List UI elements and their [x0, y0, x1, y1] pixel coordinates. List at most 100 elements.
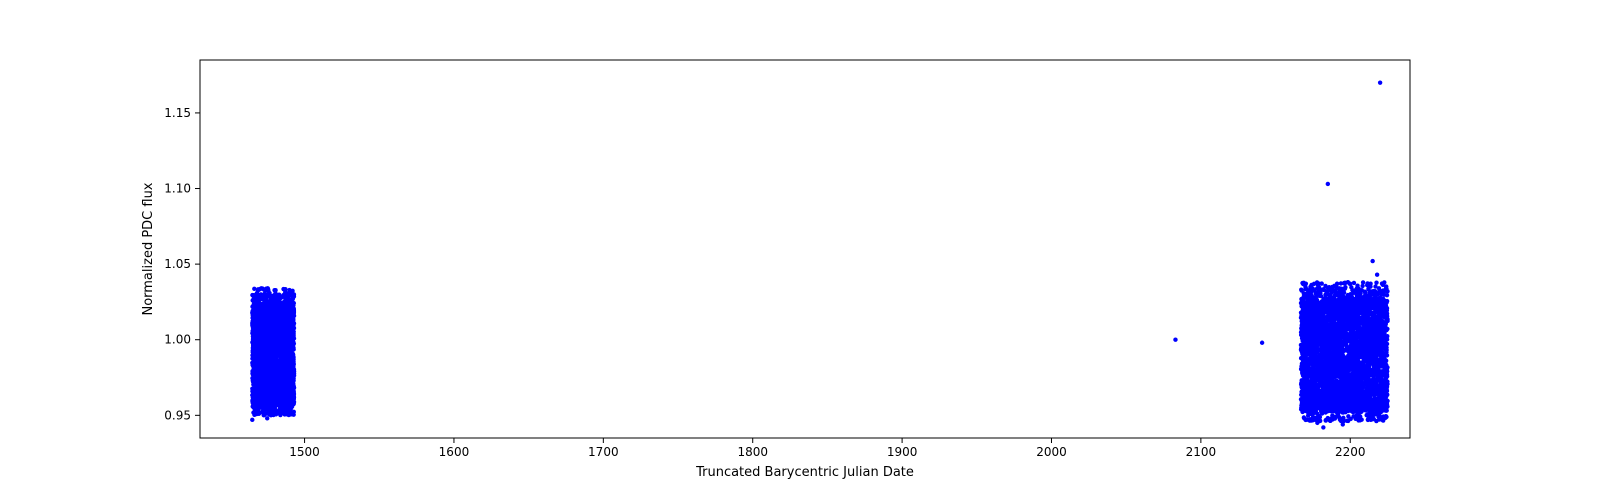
data-point — [286, 320, 290, 324]
data-point — [265, 308, 269, 312]
data-point — [284, 350, 288, 354]
data-point — [289, 345, 293, 349]
data-point — [258, 397, 262, 401]
data-point — [256, 322, 260, 326]
data-point — [283, 290, 287, 294]
data-point — [265, 416, 269, 420]
data-point — [271, 349, 275, 353]
data-point — [285, 304, 289, 308]
data-point — [288, 327, 292, 331]
data-point — [274, 408, 278, 412]
x-tick-label: 1700 — [588, 445, 619, 459]
data-point — [274, 359, 278, 363]
data-point — [273, 321, 277, 325]
x-tick-label: 1500 — [289, 445, 320, 459]
data-point — [285, 376, 289, 380]
data-point — [292, 292, 296, 296]
x-tick-label: 2000 — [1036, 445, 1067, 459]
data-point — [268, 390, 272, 394]
data-point — [278, 372, 282, 376]
x-tick-label: 1600 — [439, 445, 470, 459]
data-point — [266, 381, 270, 385]
data-point — [269, 406, 273, 410]
data-point — [289, 361, 293, 365]
data-point — [291, 402, 295, 406]
x-tick-label: 1800 — [737, 445, 768, 459]
data-point — [279, 304, 283, 308]
data-point — [258, 363, 262, 367]
data-point — [1374, 280, 1378, 284]
data-point — [266, 355, 270, 359]
data-point — [288, 298, 292, 302]
data-point — [252, 390, 256, 394]
data-point — [267, 322, 271, 326]
data-point — [262, 368, 266, 372]
data-point — [281, 387, 285, 391]
data-point — [256, 390, 260, 394]
data-point — [1343, 281, 1347, 285]
data-point — [276, 344, 280, 348]
data-point — [291, 338, 295, 342]
x-tick-label: 2200 — [1335, 445, 1366, 459]
data-point — [270, 358, 274, 362]
data-point — [282, 316, 286, 320]
data-point — [275, 381, 279, 385]
data-point — [255, 328, 259, 332]
data-point — [269, 374, 273, 378]
data-point — [259, 371, 263, 375]
data-point — [285, 383, 289, 387]
data-point — [274, 355, 278, 359]
y-tick-label: 1.15 — [164, 106, 191, 120]
data-point — [253, 303, 257, 307]
data-point — [252, 310, 256, 314]
data-point — [262, 345, 266, 349]
data-point — [255, 376, 259, 380]
x-tick-label: 2100 — [1186, 445, 1217, 459]
data-point — [290, 311, 294, 315]
data-point — [262, 299, 266, 303]
data-point — [275, 293, 279, 297]
data-point — [279, 326, 283, 330]
data-point — [281, 409, 285, 413]
data-point — [284, 308, 288, 312]
data-point — [289, 396, 293, 400]
data-point — [269, 412, 273, 416]
data-point — [252, 314, 256, 318]
data-point — [258, 287, 262, 291]
data-point — [288, 368, 292, 372]
data-point — [252, 339, 256, 343]
data-point — [278, 358, 282, 362]
data-point — [270, 344, 274, 348]
data-point — [277, 309, 281, 313]
data-point — [253, 348, 257, 352]
data-point — [261, 326, 265, 330]
flux-chart-container: 15001600170018001900200021002200 0.951.0… — [0, 0, 1600, 500]
data-point — [287, 388, 291, 392]
data-point — [272, 385, 276, 389]
data-point — [260, 376, 264, 380]
data-point — [278, 321, 282, 325]
data-point — [276, 315, 280, 319]
data-point — [253, 403, 257, 407]
plot-background — [0, 0, 1600, 500]
data-point — [253, 334, 257, 338]
data-point — [253, 394, 257, 398]
data-point — [292, 367, 296, 371]
data-point — [268, 370, 272, 374]
data-point — [291, 307, 295, 311]
data-point — [267, 299, 271, 303]
data-point — [284, 343, 288, 347]
data-point — [274, 392, 278, 396]
data-point — [291, 413, 295, 417]
data-point — [279, 379, 283, 383]
data-point — [266, 317, 270, 321]
data-point — [286, 412, 290, 416]
y-tick-label: 0.95 — [164, 408, 191, 422]
data-point — [265, 293, 269, 297]
data-point — [266, 288, 270, 292]
data-point — [291, 352, 295, 356]
data-point — [262, 399, 266, 403]
data-point — [282, 399, 286, 403]
data-point — [254, 382, 258, 386]
data-point — [257, 319, 261, 323]
